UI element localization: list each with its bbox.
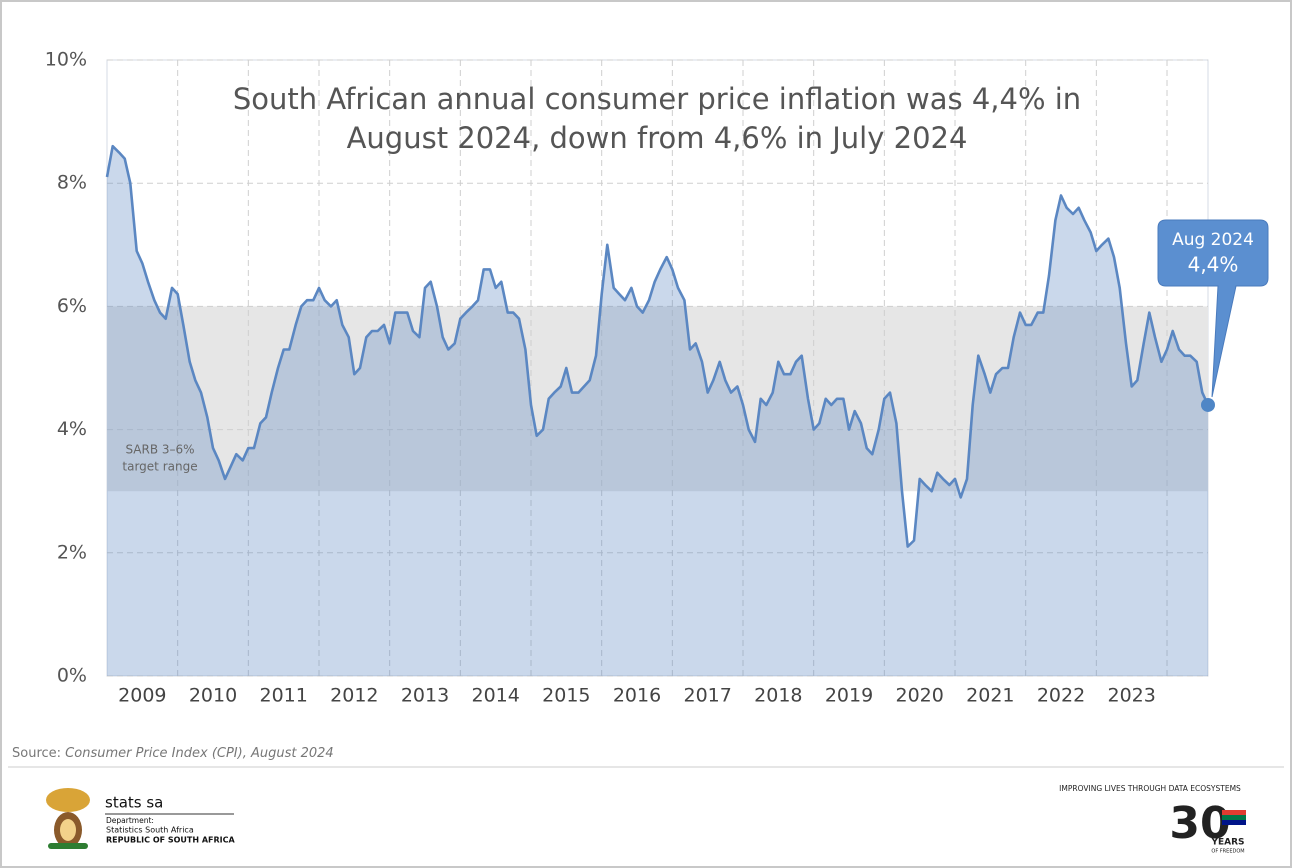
line	[105, 144, 1210, 548]
x-tick-label: 2018	[754, 685, 802, 707]
data-label: 4,4%	[1188, 253, 1239, 277]
x-tick-label: 2020	[895, 685, 943, 707]
y-tick-label: 0%	[57, 665, 87, 687]
x-tick-label: 2021	[966, 685, 1014, 707]
x-tick-label: 2011	[259, 685, 307, 707]
y-tick-label: 8%	[57, 172, 87, 194]
x-tick-label: 2022	[1037, 685, 1085, 707]
tagline: IMPROVING LIVES THROUGH DATA ECOSYSTEMS	[1059, 784, 1241, 793]
x-tick-label: 2015	[542, 685, 590, 707]
brand: stats sa	[105, 794, 163, 812]
area	[107, 146, 1208, 676]
badge-years: YEARS	[1210, 838, 1244, 848]
y-tick-label: 4%	[57, 418, 87, 440]
x-tick-label: 2016	[613, 685, 661, 707]
flag-stripe	[1222, 810, 1246, 815]
band-label: target range	[122, 460, 197, 474]
country: REPUBLIC OF SOUTH AFRICA	[106, 836, 236, 845]
x-tick-label: 2010	[189, 685, 237, 707]
coat-of-arms	[46, 788, 90, 849]
x-tick-label: 2012	[330, 685, 378, 707]
callout	[1157, 219, 1269, 398]
x-tick-label: 2017	[683, 685, 731, 707]
target-band	[107, 306, 1208, 492]
x-tick-label: 2019	[825, 685, 873, 707]
badge-number: 30	[1169, 798, 1230, 849]
y-tick-label: 6%	[57, 295, 87, 317]
flag-stripe	[1222, 815, 1246, 820]
chart-title: August 2024, down from 4,6% in July 2024	[347, 121, 968, 155]
point	[1201, 397, 1215, 412]
chart-title: South African annual consumer price infl…	[233, 82, 1081, 116]
callout-title: Aug 2024	[1172, 230, 1254, 250]
band-label: SARB 3–6%	[125, 443, 194, 457]
badge-sub: OF FREEDOM	[1211, 849, 1244, 855]
y-tick-label: 10%	[45, 49, 87, 71]
plot-area: 0% 2% 4% 6% 8% 10% 2009 2010 2011 2012 2013 2014 201…	[45, 49, 1210, 707]
source-text: Consumer Price Index (CPI), August 2024	[65, 746, 334, 761]
x-tick-label: 2014	[471, 685, 519, 707]
x-tick-label: 2013	[401, 685, 449, 707]
flag-stripe	[1222, 820, 1246, 825]
x-tick-label: 2009	[118, 685, 166, 707]
y-tick-label: 2%	[57, 541, 87, 563]
source-prefix: Source:	[12, 746, 61, 761]
source: Source: Consumer Price Index (CPI), Augu…	[12, 746, 334, 761]
dept: Department:	[106, 816, 154, 825]
org: Statistics South Africa	[106, 826, 194, 835]
x-tick-label: 2023	[1107, 685, 1155, 707]
